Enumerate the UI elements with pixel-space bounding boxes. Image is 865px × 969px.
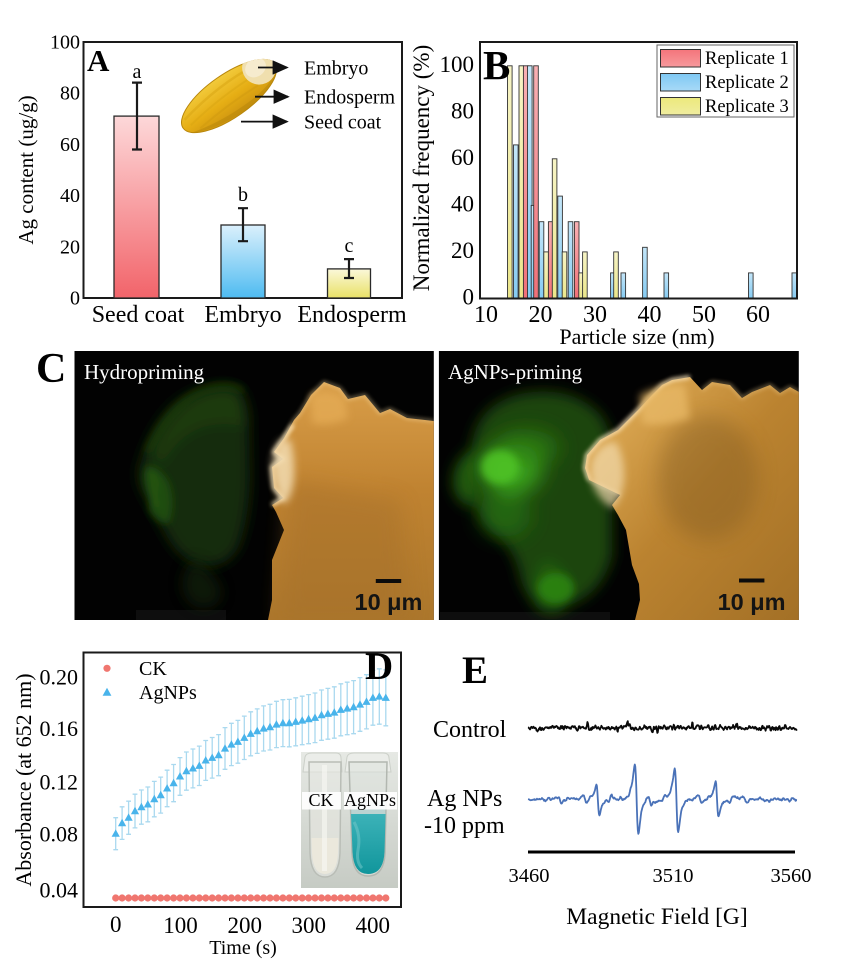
svg-text:300: 300 [292,913,327,938]
svg-text:200: 200 [228,913,263,938]
svg-text:Ag NPs: Ag NPs [427,786,502,812]
svg-text:A: A [87,43,110,78]
svg-text:0.20: 0.20 [40,665,79,690]
svg-text:0.08: 0.08 [40,822,79,847]
svg-text:100: 100 [440,52,475,77]
svg-text:CK: CK [308,790,333,810]
svg-text:Replicate 1: Replicate 1 [705,49,789,69]
svg-text:Endosperm: Endosperm [297,302,407,328]
svg-text:a: a [133,61,142,83]
svg-text:B: B [483,42,510,88]
svg-text:10 μm: 10 μm [355,589,423,615]
svg-text:100: 100 [163,913,198,938]
svg-text:3560: 3560 [771,865,812,887]
svg-text:Embryo: Embryo [204,302,281,328]
svg-text:Replicate 2: Replicate 2 [705,73,789,93]
svg-text:60: 60 [746,302,770,328]
svg-text:0: 0 [463,285,475,310]
svg-text:50: 50 [692,302,716,328]
svg-text:c: c [345,235,354,257]
svg-text:D: D [365,645,393,688]
svg-text:AgNPs: AgNPs [344,790,396,810]
svg-text:Absorbance (at 652 nm): Absorbance (at 652 nm) [11,673,36,886]
svg-text:400: 400 [355,913,390,938]
svg-text:Seed coat: Seed coat [304,112,382,134]
svg-text:20: 20 [529,302,553,328]
svg-text:40: 40 [60,185,80,207]
svg-text:0: 0 [70,288,80,310]
svg-text:CK: CK [139,658,167,680]
svg-text:AgNPs: AgNPs [139,682,197,704]
svg-text:10: 10 [474,302,498,328]
svg-text:20: 20 [451,238,474,263]
svg-text:3510: 3510 [653,865,694,887]
svg-text:60: 60 [60,134,80,156]
svg-text:Particle size (nm): Particle size (nm) [559,324,714,349]
svg-text:10 μm: 10 μm [718,589,786,615]
svg-text:100: 100 [50,32,80,54]
svg-text:40: 40 [451,191,474,216]
svg-text:Hydropriming: Hydropriming [84,360,205,384]
svg-text:60: 60 [451,145,474,170]
svg-text:80: 80 [451,98,474,123]
svg-text:0: 0 [110,912,122,937]
svg-text:Control: Control [433,717,507,743]
svg-text:Embryo: Embryo [304,58,368,80]
svg-text:E: E [462,649,488,692]
svg-text:-10 ppm: -10 ppm [424,813,505,839]
svg-text:30: 30 [583,302,607,328]
svg-text:3460: 3460 [509,865,550,887]
svg-text:Magnetic Field [G]: Magnetic Field [G] [566,904,747,930]
svg-text:Ag content (ug/g): Ag content (ug/g) [14,95,38,244]
svg-text:b: b [238,184,248,206]
svg-text:Seed coat: Seed coat [92,302,185,328]
svg-text:C: C [36,346,66,392]
svg-text:0.12: 0.12 [40,770,79,795]
svg-text:Replicate 3: Replicate 3 [705,97,789,117]
svg-text:Time (s): Time (s) [209,937,277,959]
svg-text:Endosperm: Endosperm [304,87,396,109]
svg-text:Normalized frequency (%): Normalized frequency (%) [409,45,434,292]
svg-text:0.04: 0.04 [40,878,79,903]
svg-text:0.16: 0.16 [40,716,79,741]
svg-text:AgNPs-priming: AgNPs-priming [448,360,583,384]
svg-text:80: 80 [60,83,80,105]
svg-text:40: 40 [638,302,662,328]
svg-text:20: 20 [60,236,80,258]
